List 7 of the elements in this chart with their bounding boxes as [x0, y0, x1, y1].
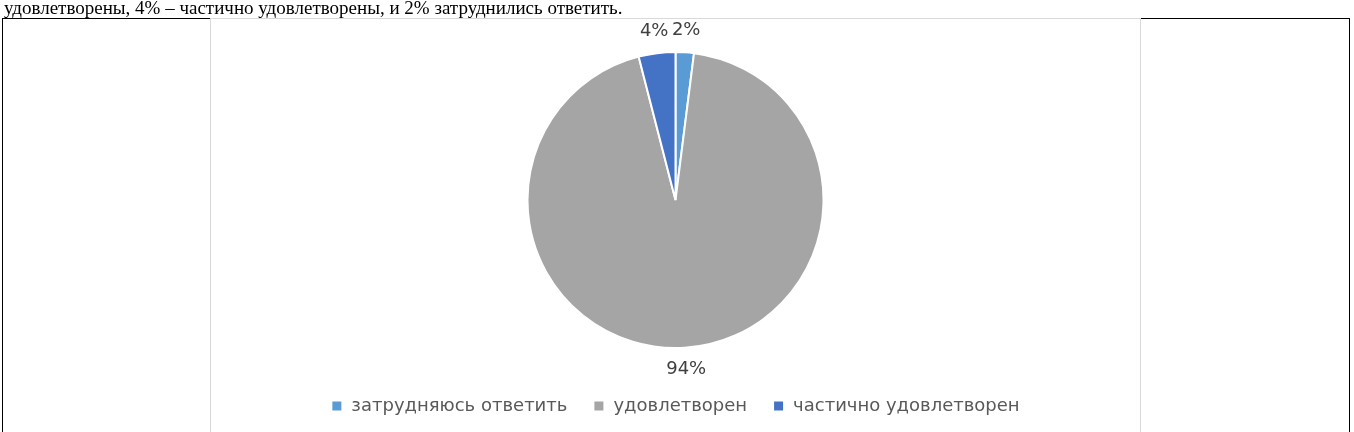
data-label: 2% [671, 18, 701, 40]
legend-label: частично удовлетворен [793, 393, 1020, 415]
data-label: 4% [639, 19, 669, 41]
legend-label: затрудняюсь ответить [351, 393, 568, 415]
data-label: 94% [666, 357, 707, 379]
legend-label: удовлетворен [613, 393, 748, 415]
text: удовлетворены, 4% – частично удовлетворены, и 2% затруднились ответить. [4, 0, 623, 19]
